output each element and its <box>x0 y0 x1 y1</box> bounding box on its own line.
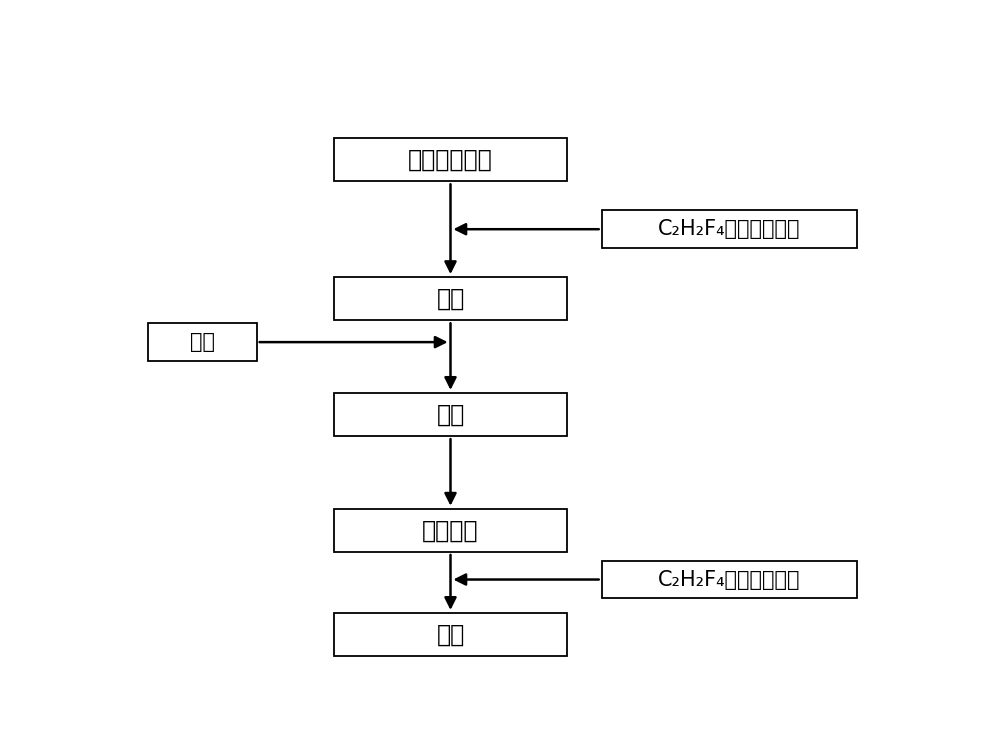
Text: 静置: 静置 <box>436 402 465 426</box>
Text: 熔炼前的准备: 熔炼前的准备 <box>408 147 493 171</box>
Bar <box>334 508 567 552</box>
Text: 浇铸: 浇铸 <box>436 623 465 647</box>
Text: C₂H₂F₄的混合保护气: C₂H₂F₄的混合保护气 <box>658 220 801 239</box>
Bar <box>334 613 567 656</box>
Text: 过滤除杂: 过滤除杂 <box>422 518 479 542</box>
Bar <box>334 138 567 181</box>
Bar <box>334 393 567 436</box>
Text: 氯气: 氯气 <box>190 332 215 352</box>
Bar <box>602 561 857 599</box>
Text: C₂H₂F₄的混合保护气: C₂H₂F₄的混合保护气 <box>658 569 801 590</box>
Text: 熔炼: 熔炼 <box>436 287 465 311</box>
Bar <box>148 323 257 361</box>
Bar <box>602 211 857 248</box>
Bar <box>334 277 567 320</box>
